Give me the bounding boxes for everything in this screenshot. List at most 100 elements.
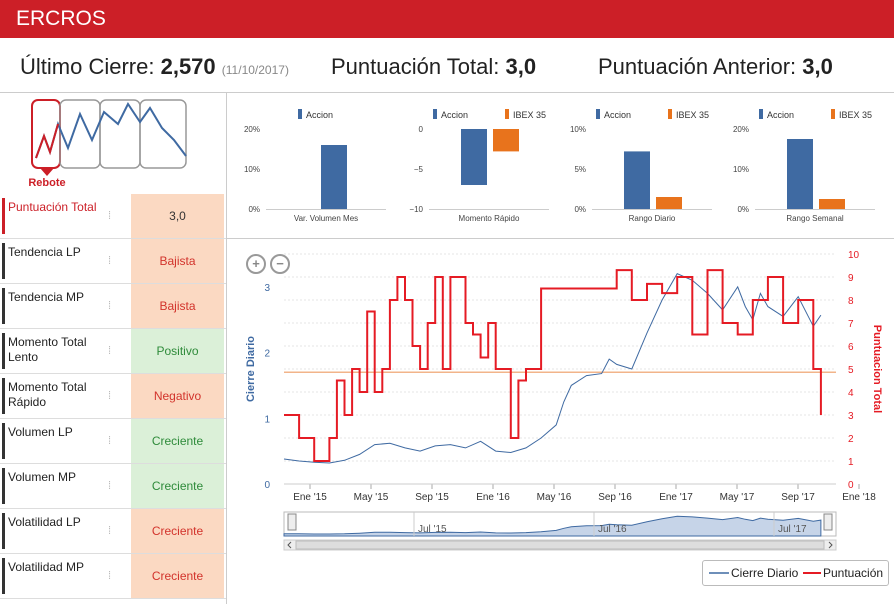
signal-pattern: Rebote (28, 99, 187, 189)
row-marker (2, 288, 5, 324)
tick-label: 0% (574, 205, 586, 214)
right-tick: 0 (848, 480, 854, 491)
bar-charts: Accion 20% 10% 0% Var. Volumen Mes Accion IBEX… (244, 109, 875, 223)
row-label: Puntuación Total (8, 200, 97, 214)
indicator-row: Tendencia MP ⁞ Bajista (0, 284, 226, 329)
scrollbar-thumb[interactable] (295, 540, 825, 550)
signal-label: Rebote (28, 177, 65, 189)
legend-label: Accion (604, 110, 631, 120)
indicator-row: Volatilidad MP ⁞ Creciente (0, 554, 226, 599)
legend-swatch (433, 109, 437, 119)
x-tick: Sep '15 (415, 492, 449, 503)
indicator-row: Momento Total Lento ⁞ Positivo (0, 329, 226, 374)
row-label: Volumen MP (8, 470, 77, 484)
zoom-in-icon[interactable]: + (246, 254, 266, 274)
last-close-value: 2,570 (160, 54, 216, 79)
indicator-row: Puntuación Total ⁞ 3,0 (0, 194, 226, 239)
navigator-handle-right[interactable] (823, 513, 833, 531)
legend-swatch (505, 109, 509, 119)
left-tick: 3 (264, 283, 270, 294)
row-value: Creciente (131, 464, 224, 508)
info-icon[interactable]: ⁞ (108, 480, 112, 492)
right-tick: 1 (848, 457, 854, 468)
chart-title: Rango Diario (629, 214, 676, 223)
tick-label: −10 (409, 205, 423, 214)
tick-label: 0 (419, 125, 424, 134)
row-value: 3,0 (131, 194, 224, 238)
indicator-row: Tendencia LP ⁞ Bajista (0, 239, 226, 284)
info-icon[interactable]: ⁞ (108, 435, 112, 447)
bar-accion (787, 139, 813, 209)
company-title: ERCROS (16, 7, 106, 30)
chart-title: Rango Semanal (786, 214, 844, 223)
bar-ibex-35 (819, 199, 845, 209)
info-icon[interactable]: ⁞ (108, 210, 112, 222)
total-score-value: 3,0 (505, 54, 537, 79)
info-icon[interactable]: ⁞ (108, 300, 112, 312)
tick-label: 5% (574, 165, 586, 174)
chart-title: Momento Rápido (459, 214, 520, 223)
tick-label: −5 (414, 165, 424, 174)
row-marker (2, 333, 5, 369)
right-tick: 5 (848, 365, 854, 376)
row-label: Tendencia MP (8, 290, 85, 304)
info-icon[interactable]: ⁞ (108, 570, 112, 582)
legend-label: Accion (441, 110, 468, 120)
right-tick: 2 (848, 434, 854, 445)
x-tick: Ene '16 (476, 492, 510, 503)
left-tick: 1 (264, 414, 270, 425)
legend-swatch (831, 109, 835, 119)
row-value: Creciente (131, 419, 224, 463)
bar-chart-3: Accion IBEX 35 10% 5% 0% Rango Diario (570, 109, 712, 223)
row-marker (2, 513, 5, 549)
row-value: Positivo (131, 329, 224, 373)
info-icon[interactable]: ⁞ (108, 255, 112, 267)
info-icon[interactable]: ⁞ (108, 345, 112, 357)
bar-chart-1: Accion 20% 10% 0% Var. Volumen Mes (244, 109, 386, 223)
legend-label: IBEX 35 (839, 110, 872, 120)
summary-bar: Último Cierre: 2,570 (11/10/2017) Puntua… (0, 40, 894, 92)
legend-cierre[interactable]: Cierre Diario (731, 566, 799, 580)
info-icon[interactable]: ⁞ (108, 390, 112, 402)
legend-swatch (759, 109, 763, 119)
bar-accion (321, 145, 347, 209)
row-label: Volatilidad LP (8, 515, 81, 529)
navigator-handle-left[interactable] (287, 513, 297, 531)
left-tick: 2 (264, 349, 270, 360)
zoom-out-icon[interactable]: − (270, 254, 290, 274)
right-tick: 10 (848, 250, 860, 261)
right-axis-title: Puntuacion Total (871, 325, 883, 413)
total-score: Puntuación Total: 3,0 (331, 54, 536, 80)
x-tick: Sep '16 (598, 492, 632, 503)
row-marker (2, 558, 5, 594)
info-icon[interactable]: ⁞ (108, 525, 112, 537)
legend-label: Accion (767, 110, 794, 120)
bar-ibex-35 (493, 129, 519, 152)
row-label: Volumen LP (8, 425, 73, 439)
x-tick: May '16 (537, 492, 572, 503)
indicator-row: Volumen MP ⁞ Creciente (0, 464, 226, 509)
legend-swatch (596, 109, 600, 119)
row-value: Bajista (131, 239, 224, 283)
legend-puntuacion[interactable]: Puntuación (823, 566, 884, 580)
row-label: Momento Total Rápido (8, 380, 87, 409)
x-tick: Sep '17 (781, 492, 815, 503)
row-value: Bajista (131, 284, 224, 328)
legend-label: Accion (306, 110, 333, 120)
scroll-left-icon[interactable] (287, 541, 292, 549)
row-marker (2, 423, 5, 459)
row-label: Volatilidad MP (8, 560, 85, 574)
row-label: Tendencia LP (8, 245, 81, 259)
bar-accion (624, 151, 650, 209)
tick-label: 0% (248, 205, 260, 214)
series-cierre-diario (283, 273, 822, 464)
row-marker (2, 198, 5, 234)
x-tick: May '15 (354, 492, 389, 503)
left-axis-title: Cierre Diario (245, 336, 257, 402)
chart-title: Var. Volumen Mes (294, 214, 358, 223)
x-tick: May '17 (720, 492, 755, 503)
row-marker (2, 468, 5, 504)
navigator-area (283, 515, 822, 537)
scroll-right-icon[interactable] (828, 541, 833, 549)
